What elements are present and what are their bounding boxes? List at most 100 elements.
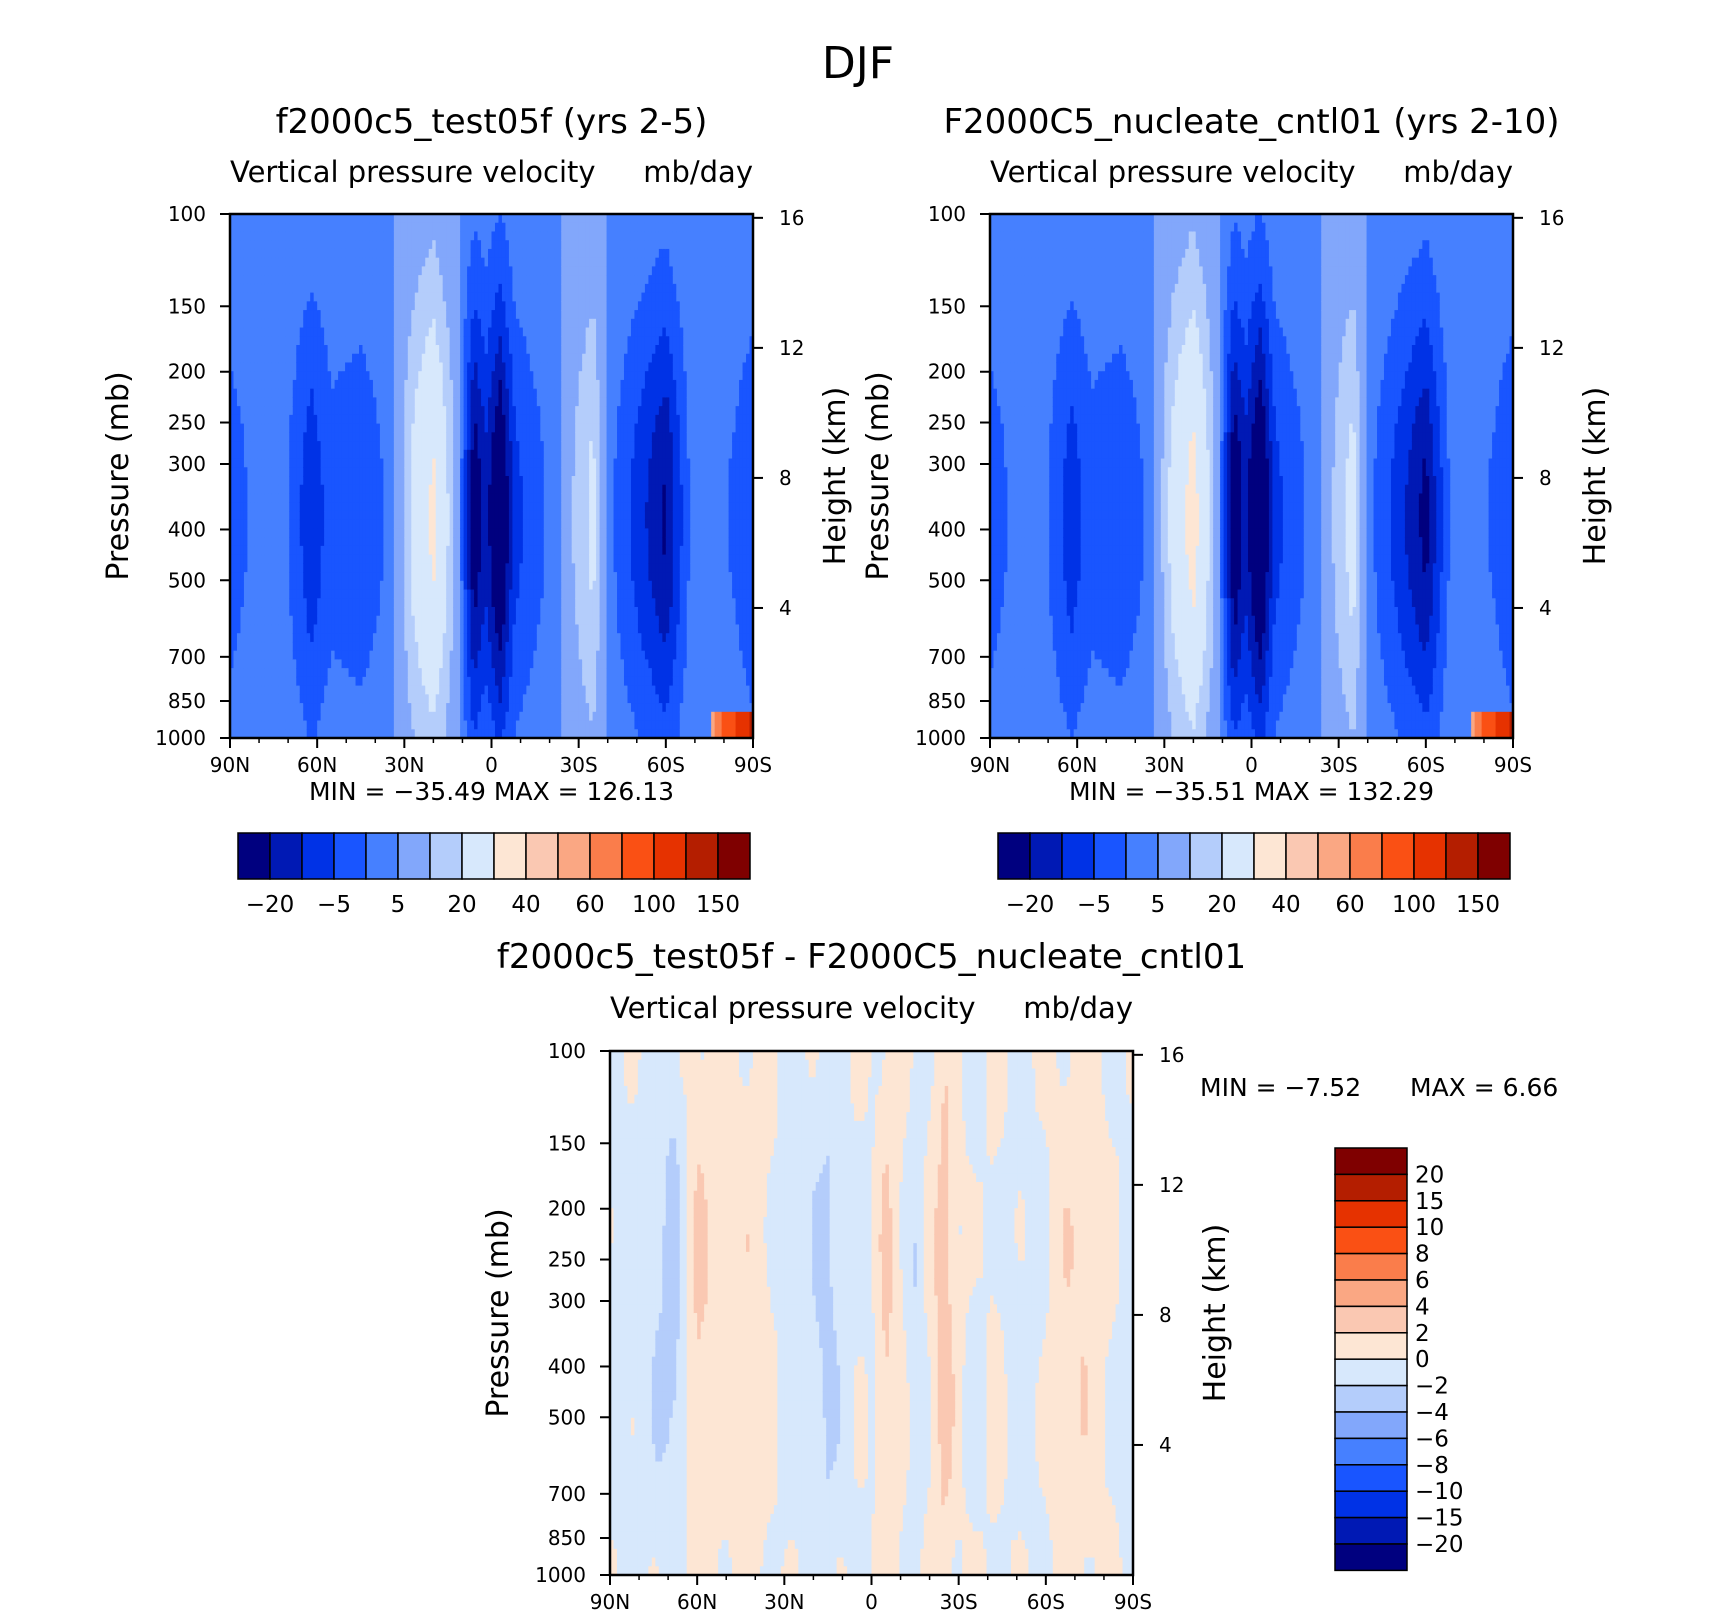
contour-cell bbox=[488, 694, 493, 704]
contour-cell bbox=[254, 537, 259, 547]
contour-cell bbox=[310, 650, 315, 660]
contour-cell bbox=[453, 615, 458, 626]
contour-cell bbox=[425, 467, 430, 477]
contour-cell bbox=[494, 458, 500, 468]
contour-cell bbox=[484, 554, 489, 564]
contour-cell bbox=[310, 283, 315, 294]
contour-cell bbox=[341, 563, 346, 573]
contour-cell bbox=[463, 379, 468, 390]
contour-cell bbox=[362, 388, 367, 398]
contour-cell bbox=[320, 283, 325, 294]
contour-cell bbox=[278, 292, 283, 302]
contour-cell bbox=[359, 493, 364, 503]
contour-cell bbox=[296, 729, 301, 738]
contour-cell bbox=[491, 554, 496, 564]
contour-cell bbox=[494, 650, 500, 660]
contour-cell bbox=[379, 694, 385, 704]
contour-cell bbox=[282, 406, 287, 416]
contour-cell bbox=[257, 729, 262, 738]
contour-cell bbox=[254, 283, 259, 294]
contour-cell bbox=[484, 318, 489, 329]
contour-cell bbox=[299, 275, 304, 285]
contour-cell bbox=[397, 231, 402, 241]
contour-cell bbox=[348, 414, 353, 425]
contour-cell bbox=[362, 615, 367, 626]
contour-cell bbox=[512, 580, 517, 591]
contour-cell bbox=[474, 484, 479, 495]
contour-cell bbox=[501, 580, 507, 591]
contour-cell bbox=[508, 624, 514, 634]
contour-cell bbox=[359, 711, 364, 722]
contour-cell bbox=[365, 345, 371, 355]
contour-cell bbox=[285, 257, 290, 267]
contour-cell bbox=[369, 650, 374, 660]
contour-cell bbox=[365, 310, 371, 320]
contour-cell bbox=[515, 318, 520, 329]
contour-cell bbox=[453, 432, 458, 442]
contour-cell bbox=[404, 589, 409, 599]
contour-cell bbox=[345, 493, 350, 503]
contour-cell bbox=[428, 449, 433, 460]
contour-cell bbox=[508, 423, 514, 433]
contour-cell bbox=[414, 310, 419, 320]
contour-cell bbox=[261, 641, 266, 652]
contour-cell bbox=[359, 598, 364, 608]
contour-cell bbox=[425, 231, 430, 241]
contour-cell bbox=[494, 231, 500, 241]
contour-cell bbox=[407, 528, 412, 538]
contour-cell bbox=[365, 580, 371, 591]
contour-cell bbox=[254, 432, 259, 442]
contour-cell bbox=[233, 441, 238, 451]
contour-cell bbox=[278, 607, 283, 617]
contour-cell bbox=[439, 379, 444, 390]
contour-cell bbox=[418, 310, 423, 320]
contour-cell bbox=[289, 222, 294, 233]
contour-cell bbox=[456, 353, 461, 364]
contour-cell bbox=[310, 563, 315, 573]
contour-cell bbox=[446, 633, 451, 643]
contour-cell bbox=[296, 423, 301, 433]
contour-cell bbox=[515, 720, 520, 730]
contour-cell bbox=[379, 703, 385, 713]
contour-cell bbox=[505, 694, 510, 704]
contour-cell bbox=[508, 659, 514, 669]
contour-cell bbox=[456, 484, 461, 495]
contour-cell bbox=[372, 397, 378, 407]
contour-cell bbox=[400, 432, 405, 442]
contour-cell bbox=[303, 449, 308, 460]
contour-cell bbox=[313, 214, 318, 224]
contour-cell bbox=[285, 432, 290, 442]
contour-cell bbox=[512, 345, 517, 355]
contour-cell bbox=[313, 240, 318, 250]
contour-cell bbox=[313, 589, 318, 599]
contour-cell bbox=[494, 467, 500, 477]
contour-cell bbox=[512, 214, 517, 224]
contour-cell bbox=[463, 362, 468, 372]
contour-cell bbox=[386, 624, 391, 634]
contour-cell bbox=[355, 633, 360, 643]
contour-cell bbox=[352, 414, 357, 425]
contour-cell bbox=[501, 703, 507, 713]
contour-cell bbox=[425, 275, 430, 285]
contour-cell bbox=[379, 222, 385, 233]
contour-cell bbox=[233, 467, 238, 477]
contour-cell bbox=[345, 633, 350, 643]
contour-cell bbox=[296, 563, 301, 573]
contour-cell bbox=[327, 598, 332, 608]
contour-cell bbox=[491, 676, 496, 687]
contour-cell bbox=[418, 266, 423, 276]
contour-cell bbox=[512, 397, 517, 407]
contour-cell bbox=[324, 432, 329, 442]
contour-cell bbox=[303, 327, 308, 337]
contour-cell bbox=[296, 371, 301, 381]
contour-cell bbox=[435, 572, 440, 582]
contour-cell bbox=[271, 301, 276, 311]
contour-cell bbox=[359, 545, 364, 556]
contour-cell bbox=[397, 572, 402, 582]
contour-cell bbox=[442, 484, 447, 495]
contour-cell bbox=[498, 310, 503, 320]
contour-cell bbox=[359, 441, 364, 451]
contour-cell bbox=[372, 406, 378, 416]
contour-cell bbox=[446, 362, 451, 372]
contour-cell bbox=[264, 310, 269, 320]
